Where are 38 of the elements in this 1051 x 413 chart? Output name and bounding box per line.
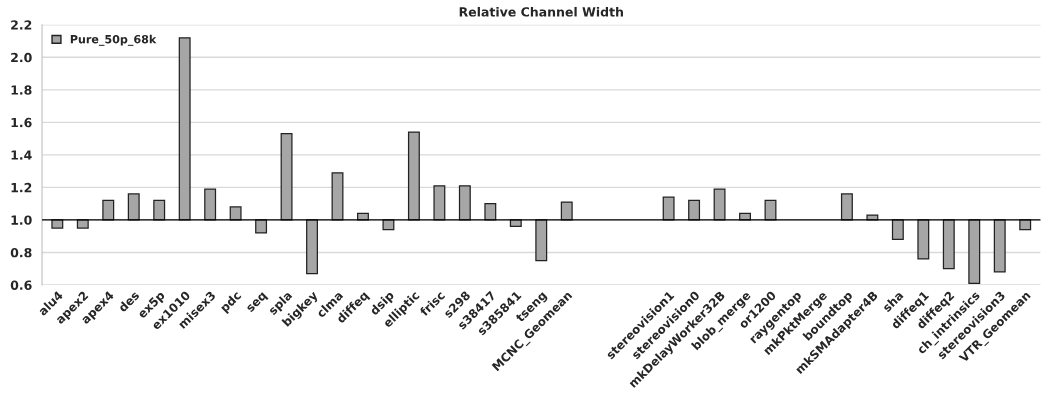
y-tick-label: 0.8 [10, 247, 32, 258]
y-tick-label: 1.2 [11, 182, 32, 193]
y-tick-label: 1.8 [11, 85, 32, 95]
bar [255, 219, 268, 234]
y-tick-label: 1.6 [11, 117, 32, 128]
y-tick-label: 2.0 [11, 52, 32, 63]
bar [662, 196, 675, 221]
legend-label: Pure_50p_68k [70, 34, 157, 46]
bar [433, 185, 446, 221]
bar [458, 185, 471, 221]
bar [968, 219, 981, 284]
x-tick-label: des [117, 290, 140, 313]
bar [280, 133, 293, 221]
bar [407, 131, 420, 221]
bar [153, 199, 166, 221]
bar [178, 37, 191, 221]
bar [713, 188, 726, 221]
bar [560, 201, 573, 221]
x-tick-label: seq [246, 292, 269, 315]
bar [535, 219, 548, 262]
bar [306, 219, 319, 275]
bar [891, 219, 904, 241]
y-tick-label: 1.4 [11, 150, 32, 160]
bar [127, 193, 140, 221]
chart-title: Relative Channel Width [459, 6, 623, 17]
bar [331, 172, 344, 221]
bar [204, 188, 217, 221]
bar [484, 203, 497, 221]
bar [688, 199, 701, 221]
bar [942, 219, 955, 270]
bar [917, 219, 930, 260]
y-tick-label: 1.0 [11, 215, 32, 225]
bar [229, 206, 242, 221]
y-tick-label: 2.2 [11, 20, 32, 30]
bar [102, 199, 115, 221]
bar [840, 193, 853, 221]
bar [993, 219, 1006, 273]
y-tick-label: 0.6 [10, 280, 32, 290]
